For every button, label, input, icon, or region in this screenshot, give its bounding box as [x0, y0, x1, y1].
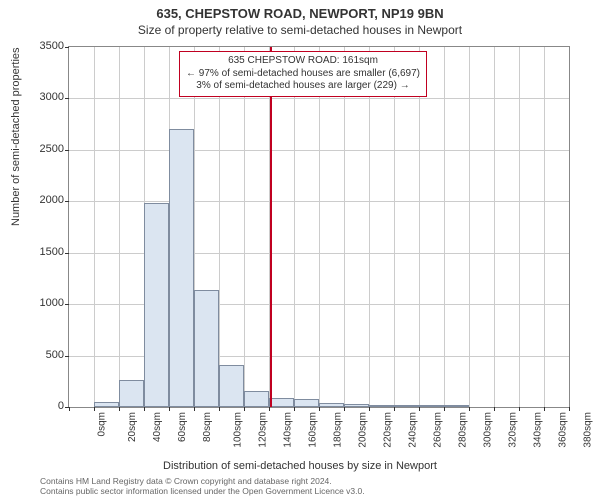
histogram-bar: [94, 402, 119, 407]
x-tick-label: 160sqm: [308, 412, 319, 448]
gridline-vertical: [544, 47, 545, 407]
histogram-bar: [144, 203, 169, 407]
histogram-bar: [194, 290, 219, 407]
y-tick-label: 1000: [14, 297, 64, 309]
x-tick-label: 260sqm: [433, 412, 444, 448]
x-tick-label: 0sqm: [96, 412, 107, 436]
y-tick-label: 2500: [14, 143, 64, 155]
gridline-vertical: [394, 47, 395, 407]
y-tick-label: 3000: [14, 91, 64, 103]
x-tick-label: 180sqm: [333, 412, 344, 448]
y-tick-label: 2000: [14, 194, 64, 206]
x-tick-label: 280sqm: [458, 412, 469, 448]
gridline-vertical: [319, 47, 320, 407]
gridline-vertical: [344, 47, 345, 407]
gridline-vertical: [294, 47, 295, 407]
x-tick-label: 200sqm: [358, 412, 369, 448]
gridline-vertical: [244, 47, 245, 407]
x-tick-label: 240sqm: [408, 412, 419, 448]
histogram-bar: [344, 404, 369, 407]
x-axis-label: Distribution of semi-detached houses by …: [0, 460, 600, 472]
annot-line-2: ← 97% of semi-detached houses are smalle…: [186, 68, 420, 81]
y-tick-label: 500: [14, 349, 64, 361]
gridline-vertical: [94, 47, 95, 407]
histogram-bar: [294, 399, 319, 407]
footer-line-1: Contains HM Land Registry data © Crown c…: [40, 476, 365, 486]
gridline-vertical: [119, 47, 120, 407]
annotation-box: 635 CHEPSTOW ROAD: 161sqm← 97% of semi-d…: [179, 51, 427, 97]
x-tick-label: 360sqm: [558, 412, 569, 448]
histogram-bar: [119, 380, 144, 407]
chart-title-sub: Size of property relative to semi-detach…: [0, 21, 600, 37]
highlight-line: [270, 47, 272, 407]
x-tick-label: 100sqm: [233, 412, 244, 448]
x-tick-label: 40sqm: [152, 412, 163, 442]
plot-area: 635 CHEPSTOW ROAD: 161sqm← 97% of semi-d…: [68, 46, 570, 408]
histogram-bar: [419, 405, 444, 407]
x-tick-label: 60sqm: [177, 412, 188, 442]
chart-container: { "title_line1": "635, CHEPSTOW ROAD, NE…: [0, 0, 600, 500]
x-tick-label: 340sqm: [533, 412, 544, 448]
chart-title-main: 635, CHEPSTOW ROAD, NEWPORT, NP19 9BN: [0, 0, 600, 21]
footer-line-2: Contains public sector information licen…: [40, 486, 365, 496]
histogram-bar: [319, 403, 344, 407]
gridline-vertical: [419, 47, 420, 407]
x-tick-label: 320sqm: [508, 412, 519, 448]
gridline-vertical: [444, 47, 445, 407]
gridline-vertical: [469, 47, 470, 407]
x-tick-label: 220sqm: [383, 412, 394, 448]
footer-attribution: Contains HM Land Registry data © Crown c…: [40, 476, 365, 496]
histogram-bar: [369, 405, 394, 407]
x-tick-label: 80sqm: [202, 412, 213, 442]
y-tick-label: 0: [14, 400, 64, 412]
y-tick-label: 3500: [14, 40, 64, 52]
annot-line-3: 3% of semi-detached houses are larger (2…: [186, 80, 420, 93]
gridline-vertical: [519, 47, 520, 407]
histogram-bar: [169, 129, 194, 407]
x-tick-label: 20sqm: [127, 412, 138, 442]
gridline-vertical: [369, 47, 370, 407]
histogram-bar: [269, 398, 294, 407]
histogram-bar: [244, 391, 269, 407]
histogram-bar: [444, 405, 469, 407]
x-tick-label: 120sqm: [258, 412, 269, 448]
x-tick-label: 140sqm: [283, 412, 294, 448]
annot-line-1: 635 CHEPSTOW ROAD: 161sqm: [186, 55, 420, 68]
histogram-bar: [219, 365, 244, 407]
x-tick-label: 300sqm: [483, 412, 494, 448]
gridline-vertical: [219, 47, 220, 407]
y-tick-label: 1500: [14, 246, 64, 258]
histogram-bar: [394, 405, 419, 407]
gridline-vertical: [494, 47, 495, 407]
x-tick-label: 380sqm: [583, 412, 594, 448]
